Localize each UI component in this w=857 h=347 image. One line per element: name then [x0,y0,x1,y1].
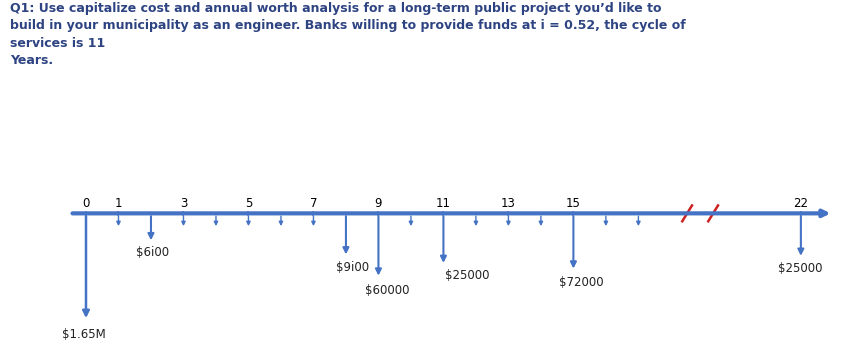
Text: Q1: Use capitalize cost and annual worth analysis for a long-term public project: Q1: Use capitalize cost and annual worth… [10,2,686,67]
Text: $60000: $60000 [365,283,410,297]
Text: 15: 15 [566,197,581,210]
Text: $9i00: $9i00 [336,261,369,274]
Text: $6i00: $6i00 [136,246,170,259]
Text: 11: 11 [436,197,451,210]
Text: 0: 0 [82,197,90,210]
Text: 7: 7 [309,197,317,210]
Text: $25000: $25000 [778,262,823,275]
Text: 3: 3 [180,197,187,210]
Text: $72000: $72000 [559,276,603,289]
Text: 13: 13 [501,197,516,210]
Text: $1.65M: $1.65M [62,328,105,341]
Text: $25000: $25000 [445,269,489,282]
Text: 1: 1 [115,197,123,210]
Text: 22: 22 [794,197,808,210]
Text: 5: 5 [245,197,252,210]
Text: 9: 9 [375,197,382,210]
